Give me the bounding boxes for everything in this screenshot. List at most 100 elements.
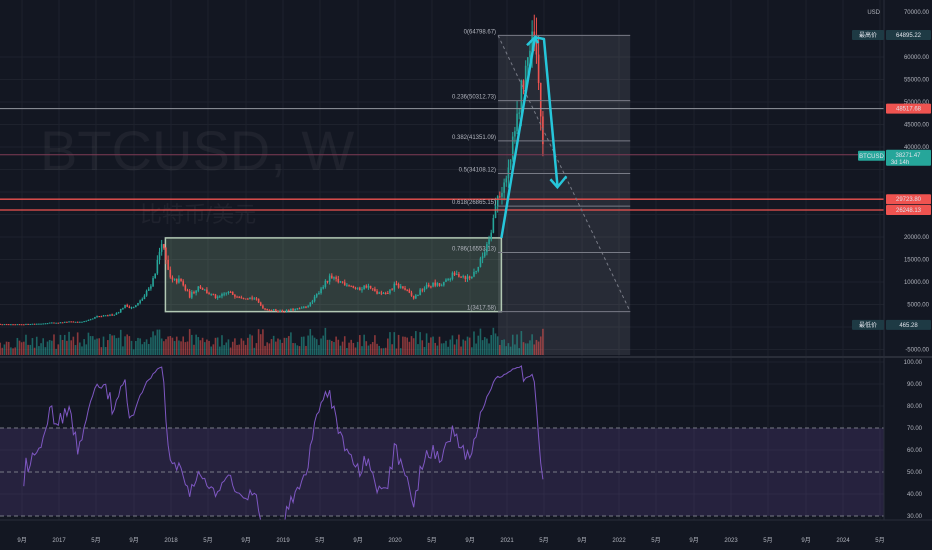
rsi-pane[interactable] xyxy=(0,356,932,533)
volume-bar xyxy=(492,327,495,355)
volume-bar xyxy=(167,336,169,355)
volume-bar xyxy=(287,336,290,355)
candle-body xyxy=(214,294,217,299)
volume-bar xyxy=(486,338,488,355)
arrow-path[interactable] xyxy=(500,35,559,239)
volume-bar xyxy=(25,334,27,355)
candle-body xyxy=(59,322,62,324)
candle-body xyxy=(430,286,432,288)
grid xyxy=(0,0,884,520)
volume-bar xyxy=(238,344,241,355)
volume-bar xyxy=(53,334,55,355)
volume-bar xyxy=(475,343,477,355)
candle-body xyxy=(180,278,182,282)
candle-body xyxy=(490,232,493,240)
volume-bar xyxy=(350,339,353,355)
volume-bar xyxy=(451,335,454,355)
candles xyxy=(0,14,544,326)
candle-body xyxy=(124,305,126,309)
candle-body xyxy=(102,315,105,317)
volume-bar xyxy=(102,336,105,355)
volume-bar xyxy=(89,336,92,355)
candle-body xyxy=(499,196,501,198)
candle-body xyxy=(516,113,518,132)
time-axis[interactable]: 9月 2017 5月 9月 2018 5月 9月 2019 5月 9月 2020 5月 9月 2021 5月… xyxy=(0,519,932,550)
high-label-text: 最高价 xyxy=(859,31,877,39)
candle-body xyxy=(455,274,458,276)
candle-body xyxy=(188,291,191,298)
candle-body xyxy=(33,323,36,325)
candle-body xyxy=(307,305,309,307)
price-axis[interactable]: 70000.00 60000.00 55000.00 50000.00 45000.00… xyxy=(852,0,931,520)
candle-body xyxy=(283,311,286,313)
candle-body xyxy=(5,324,8,326)
volume-bar xyxy=(85,344,88,355)
volume-bar xyxy=(473,331,475,355)
time-tick-label: 2019 xyxy=(276,538,290,544)
candle-body xyxy=(494,205,497,218)
candle-body xyxy=(74,321,77,323)
candle-body xyxy=(266,309,269,311)
symbol-label-badge xyxy=(858,150,885,161)
candle-body xyxy=(23,324,25,326)
volume-bar xyxy=(298,346,301,355)
time-tick-label: 9月 xyxy=(17,537,26,544)
volume-bar xyxy=(399,348,402,355)
volume-bar xyxy=(438,336,441,355)
volume-bar xyxy=(294,343,297,355)
volume-bar xyxy=(132,349,135,355)
arrow-head-icon xyxy=(549,175,568,190)
candle-body xyxy=(503,182,505,193)
candle-body xyxy=(290,309,292,311)
candle-body xyxy=(68,321,70,323)
volume-bar xyxy=(154,335,157,355)
watermark-description: 比特币/美元 xyxy=(140,202,256,227)
time-tick-label: 9月 xyxy=(689,537,698,544)
time-tick-label: 5月 xyxy=(203,537,212,544)
rsi-tick-label: 100.00 xyxy=(904,360,923,366)
volume-bar xyxy=(264,345,266,355)
watermark-symbol: BTCUSD, W xyxy=(40,119,354,182)
candle-body xyxy=(70,321,73,323)
volume-bar xyxy=(70,340,73,355)
drawings-background[interactable] xyxy=(164,35,631,356)
candle-body xyxy=(163,244,165,248)
volume-bar xyxy=(40,343,42,355)
volume-bar xyxy=(83,339,85,355)
price-tick-label: 60000.00 xyxy=(904,55,930,61)
candle-body xyxy=(505,178,508,183)
time-tick-label: 5月 xyxy=(91,537,100,544)
price-tick-label: -5000.00 xyxy=(905,348,929,354)
candle-body xyxy=(369,285,372,289)
candle-body xyxy=(63,321,66,323)
volume-bar xyxy=(268,343,271,355)
candle-body xyxy=(100,316,103,318)
time-tick-label: 9月 xyxy=(465,537,474,544)
volume-bar xyxy=(453,344,456,355)
volume-bar xyxy=(483,337,486,355)
arrow-head-icon xyxy=(526,35,540,47)
volume-bar xyxy=(322,335,325,355)
volume-bar xyxy=(415,331,417,355)
candle-body xyxy=(425,284,428,289)
candle-body xyxy=(119,308,122,313)
candle-body xyxy=(216,296,219,299)
candle-body xyxy=(61,322,64,324)
price-tick-label: 15000.00 xyxy=(904,258,930,264)
candle-body xyxy=(359,287,361,291)
candle-body xyxy=(391,289,393,291)
volume-bar xyxy=(223,345,225,355)
time-tick-label: 9月 xyxy=(801,537,810,544)
candle-body xyxy=(44,323,47,325)
candle-body xyxy=(117,312,120,314)
time-tick-label: 5月 xyxy=(315,537,324,544)
drawings[interactable]: 0(64798.67) 0.236(50312.73) 0.382(41351.09… xyxy=(0,29,884,313)
currency-label[interactable]: USD xyxy=(867,10,880,16)
volume-bar xyxy=(152,331,154,355)
volume-bar xyxy=(535,339,538,355)
volume-bar xyxy=(206,339,208,355)
time-tick-label: 2020 xyxy=(388,538,402,544)
volume-bar xyxy=(48,340,51,355)
